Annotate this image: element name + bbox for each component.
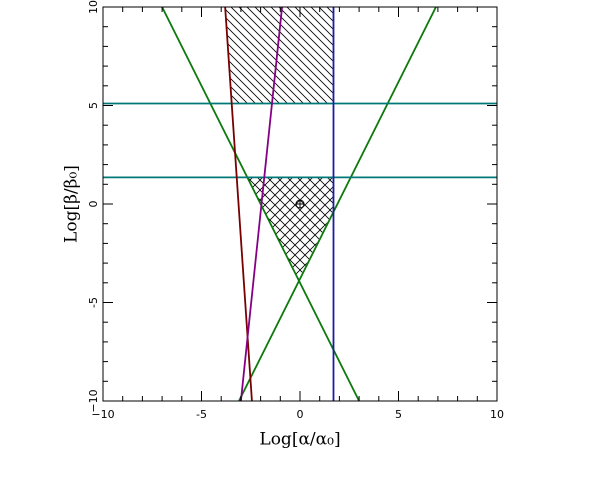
x-tick-label: 0 bbox=[297, 408, 304, 421]
line bbox=[238, 7, 437, 401]
y-axis-label: Log[β/β₀] bbox=[62, 165, 82, 243]
x-axis-label: Log[α/α₀] bbox=[259, 430, 340, 450]
x-tick-label: −10 bbox=[91, 408, 114, 421]
y-tick-label: 0 bbox=[87, 201, 100, 208]
marker bbox=[295, 199, 305, 209]
hatched-region bbox=[247, 177, 334, 280]
x-tick-label: 10 bbox=[490, 408, 504, 421]
x-tick-label: 5 bbox=[395, 408, 402, 421]
line bbox=[240, 7, 283, 401]
y-tick-label: 5 bbox=[87, 102, 100, 109]
y-tick-label: −10 bbox=[87, 389, 100, 412]
y-tick-label: 10 bbox=[87, 0, 100, 14]
y-tick-label: -5 bbox=[87, 297, 100, 308]
marker-cross bbox=[296, 200, 304, 208]
plot-area bbox=[103, 7, 497, 401]
x-tick-label: -5 bbox=[196, 408, 207, 421]
hatched-region bbox=[225, 7, 334, 104]
